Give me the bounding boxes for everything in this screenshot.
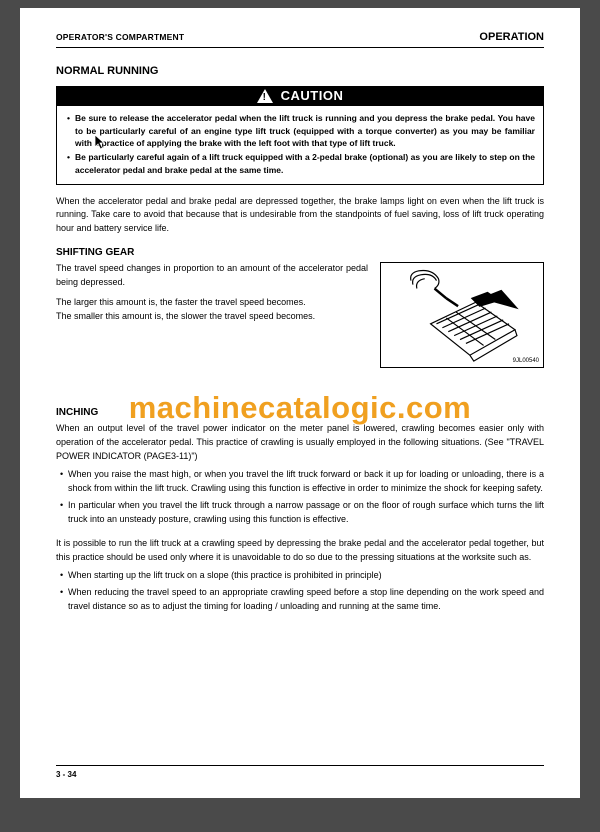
page-header: OPERATOR'S COMPARTMENT OPERATION [56, 30, 544, 48]
shifting-gear-row: The travel speed changes in proportion t… [56, 262, 544, 368]
inching-intro: When an output level of the travel power… [56, 422, 544, 464]
inching-bullet: In particular when you travel the lift t… [56, 499, 544, 527]
inching-bullets-1: When you raise the mast high, or when yo… [56, 468, 544, 527]
shifting-gear-text: The travel speed changes in proportion t… [56, 262, 368, 330]
caution-list: Be sure to release the accelerator pedal… [65, 112, 535, 177]
shifting-gear-title: SHIFTING GEAR [56, 246, 544, 260]
accelerator-pedal-figure: 9JL00540 [380, 262, 544, 368]
inching-bullet: When reducing the travel speed to an app… [56, 586, 544, 614]
inching-bullets-2: When starting up the lift truck on a slo… [56, 569, 544, 614]
shifting-p2: The larger this amount is, the faster th… [56, 296, 368, 310]
inching-section: INCHING When an output level of the trav… [56, 406, 544, 613]
inching-bullet: When you raise the mast high, or when yo… [56, 468, 544, 496]
caution-item: Be particularly careful again of a lift … [65, 151, 535, 177]
manual-page: OPERATOR'S COMPARTMENT OPERATION NORMAL … [20, 8, 580, 798]
shifting-p1: The travel speed changes in proportion t… [56, 262, 368, 290]
figure-code: 9JL00540 [513, 357, 539, 365]
shifting-p3: The smaller this amount is, the slower t… [56, 310, 368, 324]
pedal-illustration-icon [381, 263, 543, 367]
header-section-label: OPERATOR'S COMPARTMENT [56, 32, 184, 44]
warning-triangle-icon [257, 89, 273, 103]
normal-running-title: NORMAL RUNNING [56, 64, 544, 79]
page-footer: 3 - 34 [56, 765, 544, 780]
inching-para2: It is possible to run the lift truck at … [56, 537, 544, 565]
caution-label: CAUTION [281, 87, 344, 105]
inching-bullet: When starting up the lift truck on a slo… [56, 569, 544, 583]
normal-running-paragraph: When the accelerator pedal and brake ped… [56, 195, 544, 237]
page-number: 3 - 34 [56, 770, 76, 779]
caution-header: CAUTION [56, 86, 544, 106]
inching-title: INCHING [56, 406, 544, 420]
header-chapter-label: OPERATION [479, 30, 544, 45]
caution-body: Be sure to release the accelerator pedal… [56, 106, 544, 185]
caution-item: Be sure to release the accelerator pedal… [65, 112, 535, 150]
